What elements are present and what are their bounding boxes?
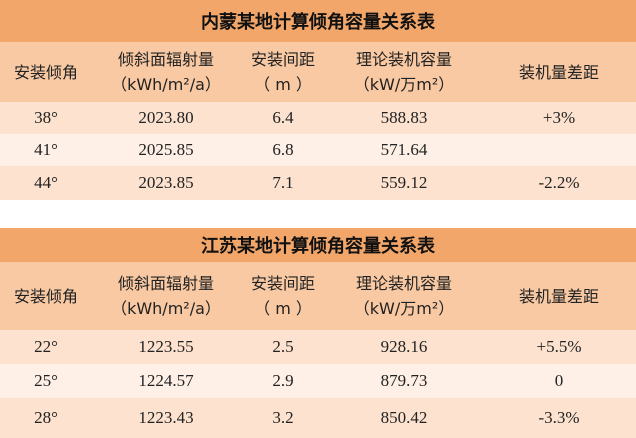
- table-cell: 588.83: [380, 108, 428, 127]
- table-title: 江苏某地计算倾角容量关系表: [0, 228, 636, 262]
- header-line: 安装倾角: [13, 286, 78, 306]
- table-cell: 879.73: [380, 371, 428, 390]
- header-line: 安装间距: [250, 274, 315, 293]
- table-cell: 6.8: [272, 140, 294, 159]
- table-cell: 28°: [34, 408, 58, 427]
- table-cell: 928.16: [380, 337, 428, 356]
- header-line: （ m ）: [254, 299, 312, 318]
- table-cell: 1223.43: [138, 408, 194, 427]
- table-cell: 3.2: [272, 408, 294, 427]
- table-cell: 2023.85: [138, 173, 194, 192]
- header-cell: 装机量差距: [482, 262, 636, 330]
- header-line: （kWh/m²/a）: [111, 75, 221, 94]
- header-line: （ m ）: [254, 75, 312, 94]
- table-cell: 22°: [34, 337, 58, 356]
- table-cell: 559.12: [380, 173, 428, 192]
- table-cell: +3%: [542, 108, 576, 127]
- header-cell: 安装倾角: [0, 262, 92, 330]
- table-title: 内蒙某地计算倾角容量关系表: [0, 0, 636, 42]
- row-background: [0, 398, 636, 438]
- table-cell: 44°: [34, 173, 58, 192]
- header-line: 倾斜面辐射量: [117, 50, 214, 69]
- table-cell: 6.4: [272, 108, 294, 127]
- header-cell: 安装倾角: [0, 42, 92, 102]
- table-cell: 2025.85: [138, 140, 194, 159]
- header-line: 理论装机容量: [355, 274, 452, 293]
- header-cell: 理论装机容量 （kW/万m²）: [326, 262, 482, 330]
- table-cell: 2.5: [272, 337, 294, 356]
- header-line: 装机量差距: [518, 286, 599, 306]
- table-cell: -3.3%: [538, 408, 580, 427]
- table-cell: 2023.80: [138, 108, 194, 127]
- header-line: （kW/万m²）: [353, 299, 455, 318]
- table-cell: -2.2%: [538, 173, 580, 192]
- header-cell: 倾斜面辐射量 （kWh/m²/a）: [92, 262, 240, 330]
- table-cell: 0: [554, 371, 564, 390]
- row-background: [0, 134, 636, 166]
- header-cell: 理论装机容量 （kW/万m²）: [326, 42, 482, 102]
- row-background: [0, 364, 636, 398]
- table-cell: 1223.55: [138, 337, 194, 356]
- header-line: （kW/万m²）: [353, 75, 455, 94]
- table-cell: 7.1: [272, 173, 294, 192]
- header-line: 装机量差距: [518, 62, 599, 82]
- header-line: 安装倾角: [13, 62, 78, 82]
- row-background: [0, 166, 636, 200]
- table-cell: 1224.57: [138, 371, 194, 390]
- header-line: 理论装机容量: [355, 50, 452, 69]
- header-cell: 安装间距 （ m ）: [240, 42, 326, 102]
- header-cell: 装机量差距: [482, 42, 636, 102]
- header-line: 倾斜面辐射量: [117, 274, 214, 293]
- header-line: （kWh/m²/a）: [111, 299, 221, 318]
- row-background: [0, 330, 636, 364]
- row-background: [0, 102, 636, 134]
- table-cell: +5.5%: [536, 337, 582, 356]
- table-cell: 571.64: [380, 140, 428, 159]
- table-cell: 38°: [34, 108, 58, 127]
- table-cell: 850.42: [380, 408, 428, 427]
- header-cell: 倾斜面辐射量 （kWh/m²/a）: [92, 42, 240, 102]
- table-cell: 25°: [34, 371, 58, 390]
- table-cell: 2.9: [272, 371, 294, 390]
- header-cell: 安装间距 （ m ）: [240, 262, 326, 330]
- table-cell: 41°: [34, 140, 58, 159]
- header-line: 安装间距: [250, 50, 315, 69]
